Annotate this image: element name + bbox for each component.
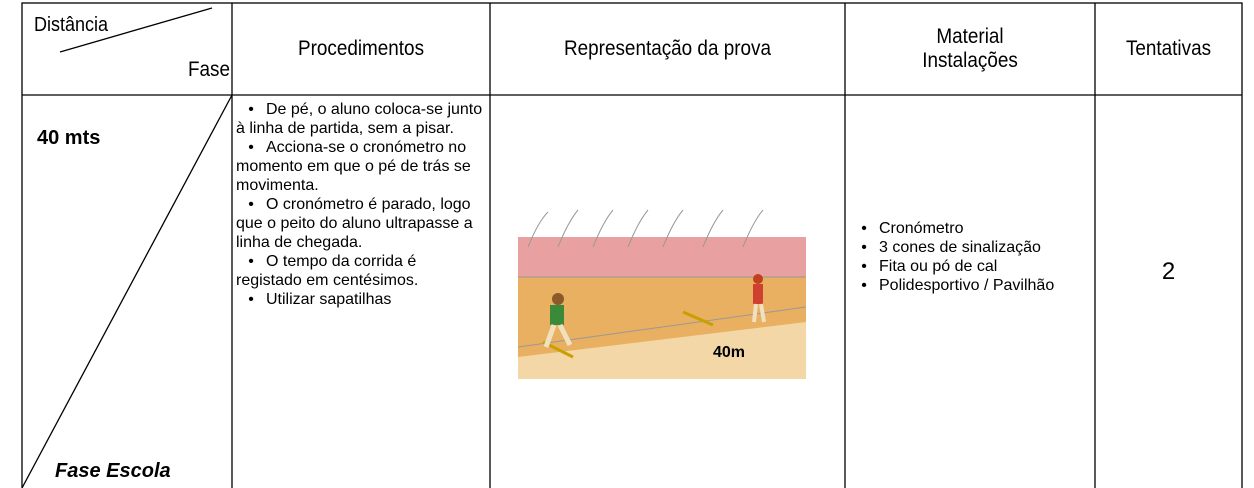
header-attempts: Tentativas: [1125, 37, 1212, 60]
row-distance: 40 mts: [37, 127, 101, 149]
row-phase: Fase Escola: [55, 460, 171, 482]
illustration-label: 40m: [713, 344, 745, 361]
header-phase: Fase: [187, 58, 230, 81]
materials-list: Cronómetro3 cones de sinalizaçãoFita ou …: [849, 219, 1089, 295]
list-item: Acciona-se o cronómetro no momento em qu…: [236, 138, 486, 195]
list-item: Polidesportivo / Pavilhão: [849, 276, 1089, 295]
header-representation: Representação da prova: [564, 37, 771, 60]
header-material-line: Instalações: [922, 49, 1018, 72]
list-item: De pé, o aluno coloca-se junto à linha d…: [236, 100, 486, 138]
list-item: O tempo da corrida é registado em centés…: [236, 252, 486, 290]
header-procedures: Procedimentos: [297, 37, 425, 60]
procedures-list: De pé, o aluno coloca-se junto à linha d…: [236, 100, 486, 309]
header-material: Material Instalações: [858, 3, 1083, 95]
list-item: 3 cones de sinalização: [849, 238, 1089, 257]
list-item: O cronómetro é parado, logo que o peito …: [236, 195, 486, 252]
list-item: Utilizar sapatilhas: [236, 290, 486, 309]
row-attempts: 2: [1161, 258, 1176, 285]
illustration: 40m: [518, 207, 806, 379]
list-item: Cronómetro: [849, 219, 1089, 238]
list-item: Fita ou pó de cal: [849, 257, 1089, 276]
header-distance: Distância: [34, 14, 109, 36]
header-material-line: Material: [936, 25, 1004, 48]
